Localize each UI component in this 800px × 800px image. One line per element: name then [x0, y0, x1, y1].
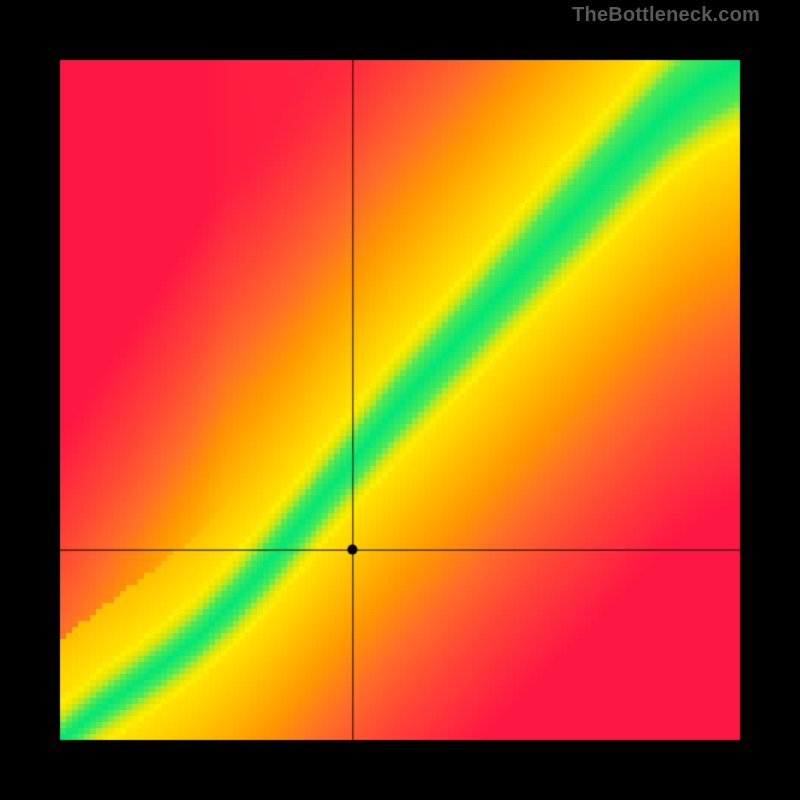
bottleneck-heatmap — [0, 0, 800, 800]
watermark-text: TheBottleneck.com — [572, 4, 760, 27]
chart-container: TheBottleneck.com — [0, 0, 800, 800]
